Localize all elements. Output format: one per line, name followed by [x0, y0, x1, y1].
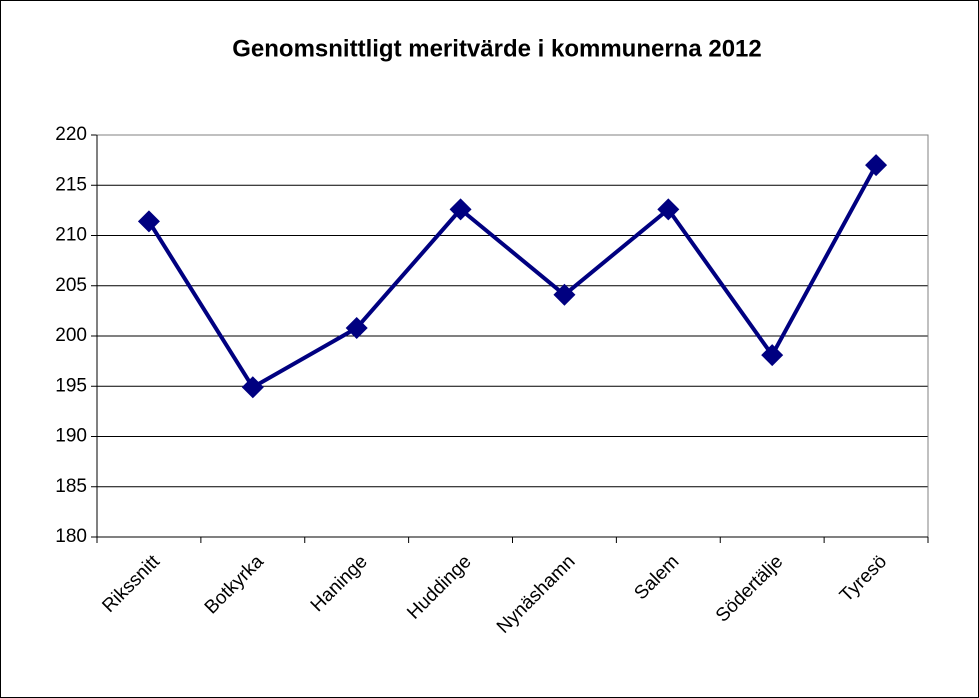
y-tick-label: 215 — [55, 174, 87, 195]
data-point — [865, 154, 888, 177]
data-point — [241, 376, 264, 399]
data-point — [761, 344, 784, 367]
series-line — [147, 164, 878, 390]
data-point — [449, 198, 472, 221]
y-tick-label: 205 — [55, 275, 87, 296]
data-point — [657, 198, 680, 221]
chart-title: Genomsnittligt meritvärde i kommunerna 2… — [232, 35, 762, 62]
data-point — [553, 283, 576, 306]
y-tick-label: 200 — [55, 325, 87, 346]
y-tick-label: 180 — [55, 526, 87, 547]
y-tick-label: 190 — [55, 426, 87, 447]
y-tick-label: 210 — [55, 225, 87, 246]
y-tick-label: 185 — [55, 476, 87, 497]
data-point — [137, 210, 160, 233]
data-point — [345, 316, 368, 339]
y-tick-label: 220 — [55, 124, 87, 145]
y-tick-label: 195 — [55, 375, 87, 396]
